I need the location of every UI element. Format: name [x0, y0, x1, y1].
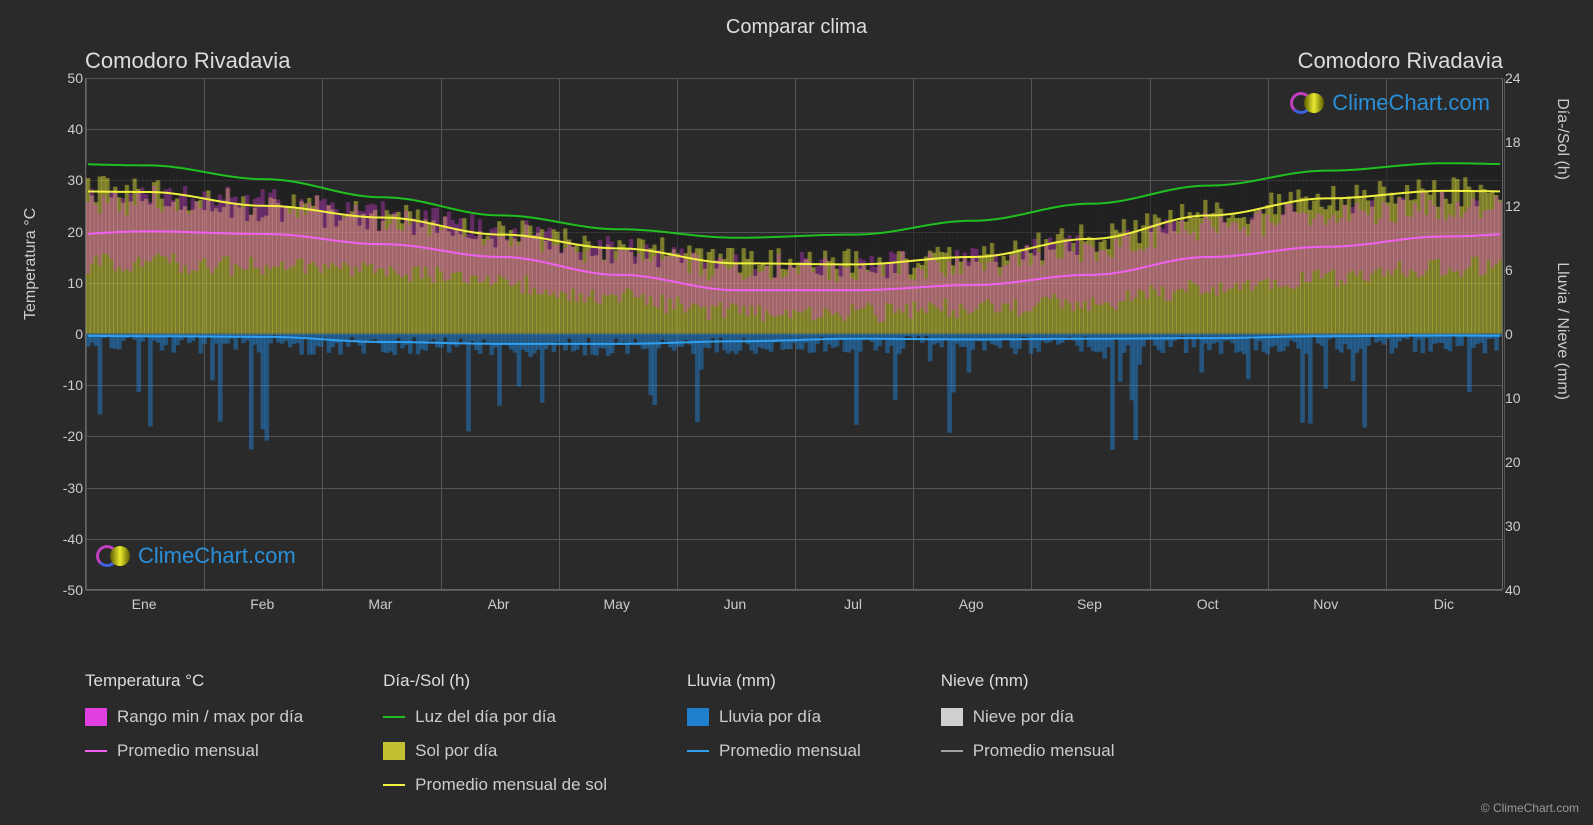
x-month-tick: Oct: [1197, 596, 1219, 612]
x-month-tick: Sep: [1077, 596, 1102, 612]
y-left-tick: -10: [55, 377, 83, 393]
legend-group: Lluvia (mm) Lluvia por día Promedio mensua…: [687, 671, 861, 795]
legend-group: Temperatura °C Rango min / max por día Pro…: [85, 671, 303, 795]
x-month-tick: Dic: [1434, 596, 1454, 612]
brand-name: ClimeChart.com: [138, 543, 296, 569]
x-month-tick: Mar: [368, 596, 392, 612]
legend-label: Promedio mensual de sol: [415, 775, 607, 795]
y-left-tick: -50: [55, 582, 83, 598]
legend-item: Lluvia por día: [687, 707, 861, 727]
y-left-tick: 0: [55, 326, 83, 342]
location-label-right: Comodoro Rivadavia: [1298, 48, 1503, 74]
y-left-tick: 30: [55, 172, 83, 188]
legend-swatch: [85, 708, 107, 726]
y-axis-right-bottom-label: Lluvia / Nieve (mm): [1553, 262, 1571, 400]
y-left-tick: 50: [55, 70, 83, 86]
legend-group-title: Temperatura °C: [85, 671, 303, 691]
x-month-tick: Ago: [959, 596, 984, 612]
copyright: © ClimeChart.com: [1481, 801, 1579, 815]
y-right-tick: 6: [1505, 262, 1531, 278]
legend-group: Nieve (mm) Nieve por día Promedio mensual: [941, 671, 1115, 795]
y-right-tick: 18: [1505, 134, 1531, 150]
y-left-tick: 10: [55, 275, 83, 291]
y-left-tick: -40: [55, 531, 83, 547]
watermark-top-right: ClimeChart.com: [1290, 90, 1490, 116]
legend-swatch: [687, 750, 709, 752]
legend-label: Nieve por día: [973, 707, 1074, 727]
legend-item: Promedio mensual: [687, 741, 861, 761]
legend-group-title: Nieve (mm): [941, 671, 1115, 691]
y-right-tick: 24: [1505, 70, 1531, 86]
legend-label: Lluvia por día: [719, 707, 821, 727]
brand-logo-icon: [96, 544, 132, 568]
y-left-tick: -30: [55, 480, 83, 496]
y-right-tick: 30: [1505, 518, 1531, 534]
legend-item: Nieve por día: [941, 707, 1115, 727]
y-right-tick: 20: [1505, 454, 1531, 470]
watermark-bottom-left: ClimeChart.com: [96, 543, 296, 569]
climate-chart: Comparar clima Comodoro Rivadavia Comodo…: [0, 0, 1593, 825]
legend-item: Promedio mensual: [85, 741, 303, 761]
y-axis-left-label: Temperatura °C: [22, 208, 40, 320]
chart-title: Comparar clima: [726, 16, 867, 39]
y-left-tick: 40: [55, 121, 83, 137]
legend-item: Promedio mensual: [941, 741, 1115, 761]
x-month-tick: Ene: [132, 596, 157, 612]
legend: Temperatura °C Rango min / max por día Pro…: [85, 671, 1503, 795]
y-right-tick: 10: [1505, 390, 1531, 406]
x-month-tick: Jun: [724, 596, 747, 612]
legend-swatch: [85, 750, 107, 752]
brand-name: ClimeChart.com: [1332, 90, 1490, 116]
legend-label: Promedio mensual: [973, 741, 1115, 761]
lines-layer: [86, 78, 1502, 589]
x-month-tick: Nov: [1313, 596, 1338, 612]
y-right-tick: 12: [1505, 198, 1531, 214]
y-left-tick: -20: [55, 428, 83, 444]
legend-group: Día-/Sol (h) Luz del día por día Sol por d…: [383, 671, 607, 795]
legend-swatch: [941, 708, 963, 726]
x-month-tick: Abr: [488, 596, 510, 612]
plot-area: ClimeChart.com ClimeChart.com: [85, 78, 1503, 590]
legend-label: Promedio mensual: [117, 741, 259, 761]
x-month-tick: May: [604, 596, 630, 612]
legend-swatch: [383, 784, 405, 786]
legend-swatch: [383, 742, 405, 760]
legend-item: Rango min / max por día: [85, 707, 303, 727]
y-right-tick: 0: [1505, 326, 1531, 342]
legend-group-title: Lluvia (mm): [687, 671, 861, 691]
x-month-tick: Jul: [844, 596, 862, 612]
legend-item: Sol por día: [383, 741, 607, 761]
y-axis-right-top-label: Día-/Sol (h): [1553, 98, 1571, 180]
legend-swatch: [687, 708, 709, 726]
legend-label: Promedio mensual: [719, 741, 861, 761]
legend-swatch: [383, 716, 405, 718]
legend-label: Sol por día: [415, 741, 497, 761]
legend-label: Luz del día por día: [415, 707, 556, 727]
y-right-tick: 40: [1505, 582, 1531, 598]
legend-group-title: Día-/Sol (h): [383, 671, 607, 691]
legend-swatch: [941, 750, 963, 752]
legend-item: Luz del día por día: [383, 707, 607, 727]
legend-label: Rango min / max por día: [117, 707, 303, 727]
x-month-tick: Feb: [250, 596, 274, 612]
brand-logo-icon: [1290, 91, 1326, 115]
y-left-tick: 20: [55, 224, 83, 240]
location-label-left: Comodoro Rivadavia: [85, 48, 290, 74]
legend-item: Promedio mensual de sol: [383, 775, 607, 795]
